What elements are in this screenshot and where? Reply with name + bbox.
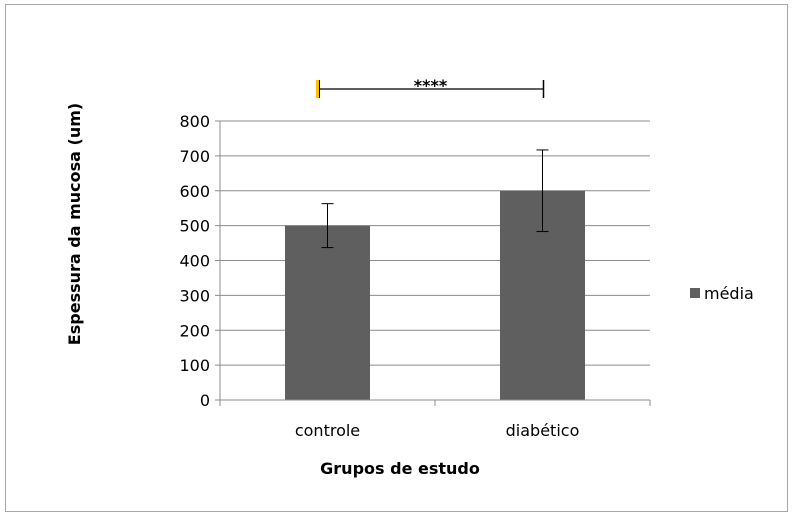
legend-label: média (704, 284, 754, 303)
legend: média (690, 284, 754, 303)
bar-0 (285, 225, 370, 400)
y-tick-labels: 0 100 200 300 400 500 600 700 800 (179, 112, 210, 410)
y-tick-label: 200 (179, 321, 210, 340)
error-bars (321, 149, 549, 249)
y-tick-label: 600 (179, 182, 210, 201)
x-tick-label: controle (295, 421, 360, 440)
y-tick-label: 800 (179, 112, 210, 131)
y-tick-label: 400 (179, 252, 210, 271)
y-tick-label: 100 (179, 356, 210, 375)
x-axis-title: Grupos de estudo (320, 459, 480, 478)
legend-swatch (690, 288, 700, 298)
axes (215, 120, 651, 406)
significance-label: **** (414, 76, 448, 95)
gridlines (220, 120, 650, 366)
y-tick-label: 300 (179, 286, 210, 305)
y-axis-title: Espessura da mucosa (um) (65, 103, 84, 345)
x-tick-labels: controle diabético (295, 421, 580, 440)
y-tick-label: 700 (179, 147, 210, 166)
significance-bracket: **** (316, 76, 545, 98)
y-tick-label: 500 (179, 217, 210, 236)
x-tick-label: diabético (506, 421, 580, 440)
y-tick-label: 0 (200, 391, 210, 410)
